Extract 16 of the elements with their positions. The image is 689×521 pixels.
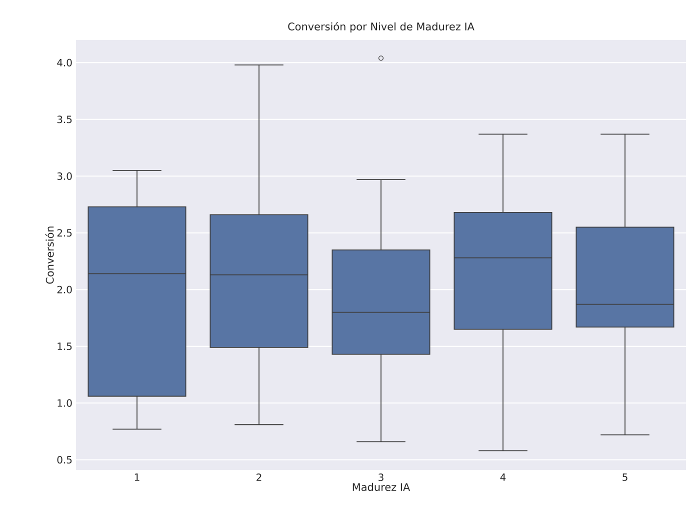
- y-tick-label: 4.0: [57, 58, 72, 66]
- y-tick-label: 2.0: [57, 286, 72, 294]
- x-tick-label: 2: [256, 474, 262, 481]
- y-tick-label: 0.5: [57, 456, 72, 464]
- x-tick-label: 1: [134, 474, 140, 481]
- y-tick-label: 3.5: [57, 116, 72, 124]
- y-tick-label: 3.0: [57, 172, 72, 180]
- x-tick-label: 5: [622, 474, 628, 481]
- chart-title: Conversión por Nivel de Madurez IA: [288, 22, 474, 32]
- y-tick-label: 2.5: [57, 229, 72, 237]
- y-tick-label: 1.0: [58, 399, 72, 407]
- x-axis-title: Madurez IA: [352, 482, 410, 492]
- x-tick-label: 3: [378, 474, 384, 482]
- x-tick-label: 4: [500, 474, 506, 481]
- y-tick-label: 1.5: [58, 342, 72, 350]
- y-axis-title: Conversión: [45, 226, 54, 284]
